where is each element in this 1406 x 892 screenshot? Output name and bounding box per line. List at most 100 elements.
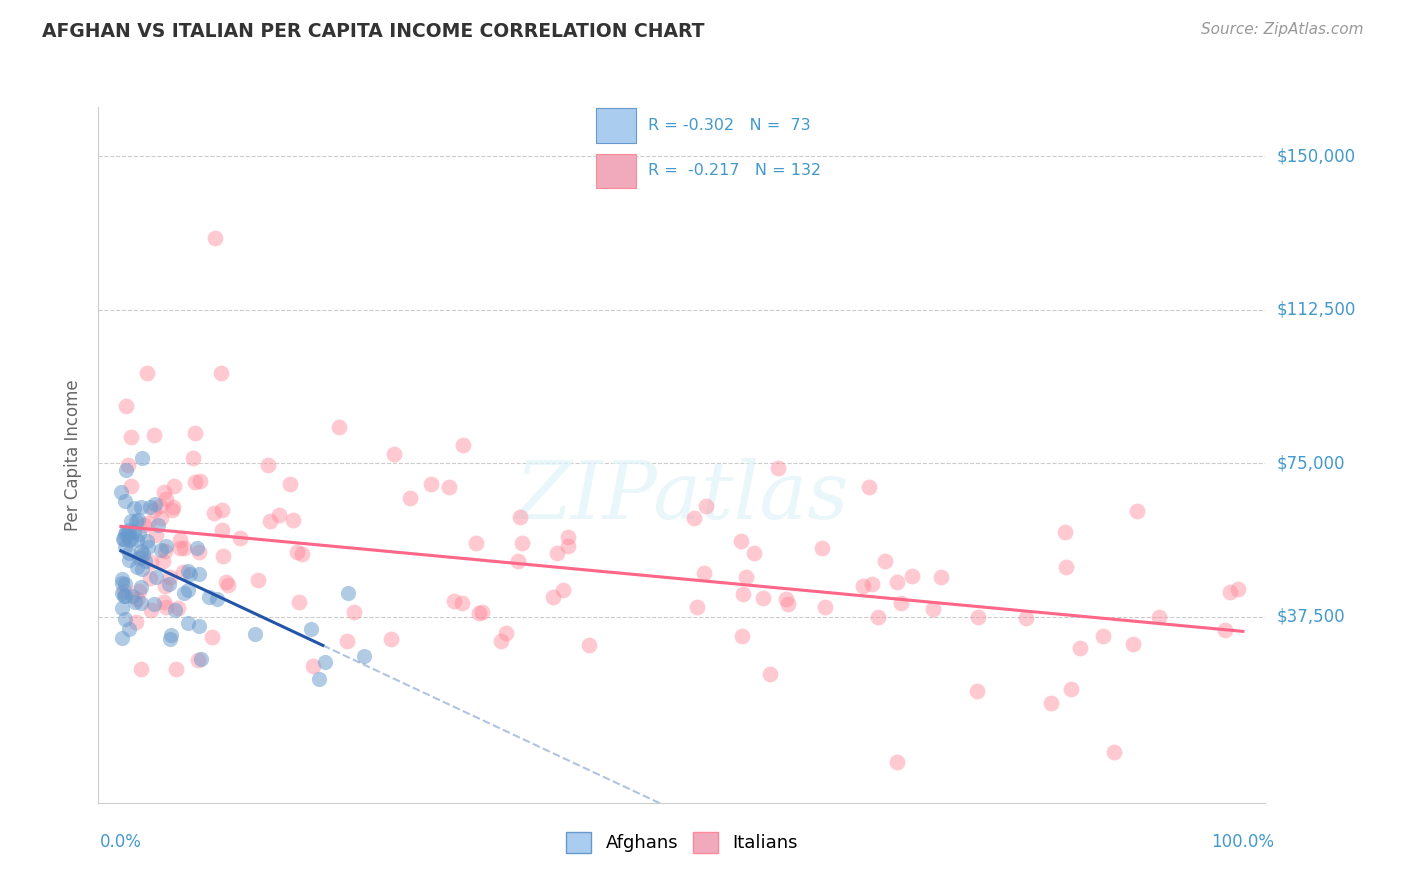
Point	[122, 524, 145, 539]
Point	[128, 583, 150, 598]
Point	[966, 609, 988, 624]
Point	[557, 531, 579, 545]
Point	[112, 589, 135, 603]
Y-axis label: Per Capita Income: Per Capita Income	[65, 379, 83, 531]
Point	[811, 541, 834, 555]
Point	[165, 662, 187, 676]
Point	[184, 475, 207, 489]
Point	[128, 527, 150, 541]
Point	[187, 653, 209, 667]
Text: Source: ZipAtlas.com: Source: ZipAtlas.com	[1201, 22, 1364, 37]
Point	[131, 500, 153, 514]
Point	[759, 667, 782, 681]
Point	[1015, 611, 1038, 625]
Point	[814, 599, 837, 614]
Point	[117, 525, 139, 540]
Point	[437, 480, 460, 494]
Point	[228, 531, 250, 545]
Point	[247, 574, 270, 588]
Point	[111, 600, 134, 615]
Point	[125, 615, 148, 629]
Point	[111, 575, 134, 590]
Point	[121, 590, 143, 604]
Point	[114, 577, 136, 591]
Point	[139, 500, 162, 514]
Point	[112, 583, 135, 598]
Point	[860, 576, 883, 591]
Point	[125, 514, 148, 528]
Point	[117, 545, 139, 559]
Point	[314, 655, 336, 669]
Text: 100.0%: 100.0%	[1212, 833, 1274, 851]
Point	[1122, 637, 1144, 651]
Point	[117, 553, 139, 567]
Point	[118, 524, 141, 538]
Point	[886, 575, 908, 590]
Point	[557, 539, 579, 553]
Point	[353, 649, 375, 664]
Point	[443, 593, 465, 607]
Point	[875, 554, 897, 568]
Point	[114, 399, 136, 413]
Point	[202, 506, 225, 520]
Point	[173, 541, 195, 556]
Point	[129, 580, 152, 594]
Point	[153, 595, 176, 609]
Point	[131, 450, 153, 465]
Point	[301, 659, 323, 673]
Point	[243, 626, 266, 640]
Point	[398, 491, 420, 506]
Point	[159, 632, 181, 647]
Point	[188, 474, 211, 488]
Point	[901, 569, 924, 583]
Point	[149, 543, 172, 558]
Point	[163, 602, 186, 616]
Point	[118, 622, 141, 636]
Point	[146, 517, 169, 532]
Point	[115, 463, 138, 477]
Point	[966, 684, 988, 698]
Point	[211, 524, 233, 538]
Point	[134, 553, 156, 567]
Point	[734, 570, 756, 584]
Point	[145, 570, 167, 584]
Point	[110, 485, 132, 500]
Point	[188, 619, 211, 633]
Point	[125, 560, 148, 574]
Point	[124, 594, 146, 608]
Point	[114, 527, 136, 541]
Point	[541, 590, 564, 604]
Point	[1226, 582, 1249, 596]
Point	[122, 500, 145, 515]
Point	[209, 366, 232, 380]
Point	[467, 607, 489, 621]
Point	[131, 544, 153, 558]
Point	[112, 532, 135, 546]
Point	[451, 596, 474, 610]
Point	[155, 491, 177, 506]
Point	[259, 514, 281, 528]
Point	[281, 513, 304, 527]
Point	[752, 591, 775, 605]
Point	[162, 502, 184, 516]
Point	[114, 612, 136, 626]
Point	[125, 592, 148, 607]
Point	[285, 545, 308, 559]
Point	[890, 596, 912, 610]
Point	[693, 566, 716, 581]
Point	[111, 573, 134, 587]
Point	[162, 500, 184, 515]
Point	[127, 513, 149, 527]
Point	[256, 458, 278, 473]
Point	[149, 511, 172, 525]
Point	[184, 426, 207, 441]
Point	[682, 510, 704, 524]
Point	[578, 638, 600, 652]
FancyBboxPatch shape	[596, 153, 636, 188]
Point	[131, 596, 153, 610]
Point	[200, 630, 222, 644]
Point	[186, 541, 208, 556]
Point	[1054, 559, 1077, 574]
Point	[553, 582, 575, 597]
Point	[205, 592, 228, 607]
